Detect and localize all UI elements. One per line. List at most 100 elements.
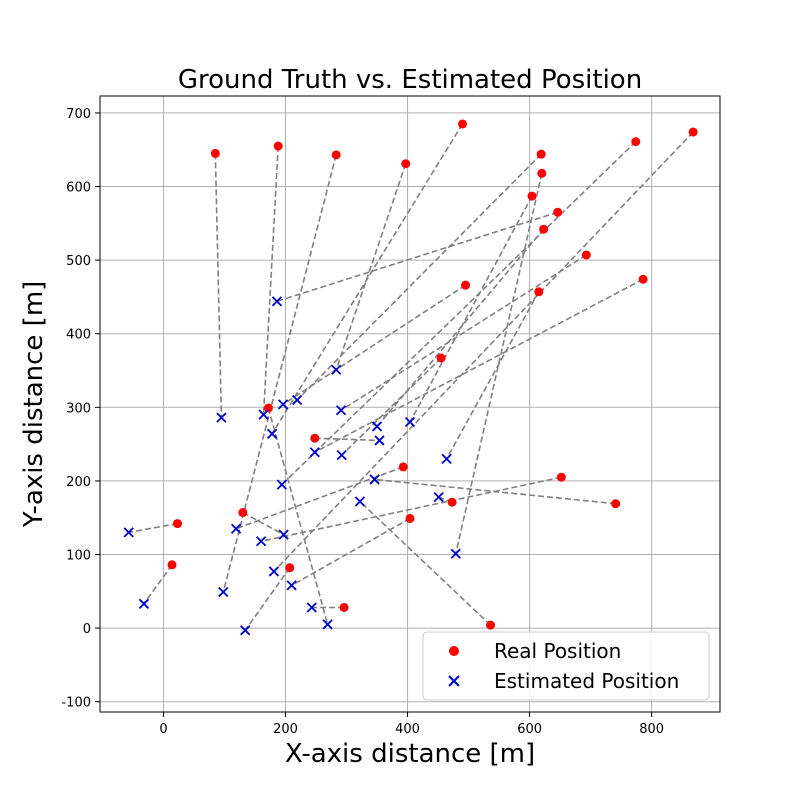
real-position-point — [638, 274, 648, 284]
chart-title: Ground Truth vs. Estimated Position — [178, 65, 642, 95]
estimated-position-point — [404, 416, 416, 428]
real-position-point — [167, 560, 177, 570]
real-position-point — [581, 250, 591, 260]
x-tick-label: 0 — [159, 722, 167, 737]
estimated-position-point — [336, 450, 347, 461]
estimated-position-point — [255, 536, 267, 547]
connection-line — [445, 291, 540, 460]
estimated-position-point — [218, 586, 229, 598]
connection-line — [281, 141, 637, 486]
real-position-point — [457, 119, 467, 129]
estimated-position-point — [277, 399, 289, 410]
x-tick-label: 800 — [639, 722, 664, 737]
y-axis-ticks: -100 0 100 200 300 400 500 600 700 — [61, 107, 100, 711]
y-tick-label: 300 — [66, 401, 91, 416]
x-axis-ticks: 0 200 400 600 800 — [159, 712, 664, 737]
connection-line — [260, 476, 562, 543]
x-tick-label: 600 — [517, 722, 542, 737]
connection-line — [244, 567, 291, 631]
legend-real-label: Real Position — [494, 639, 621, 663]
y-axis-label: Y-axis distance [m] — [19, 281, 49, 529]
connection-line — [454, 173, 543, 554]
real-position-point — [447, 497, 457, 507]
real-position-point — [527, 191, 537, 201]
estimated-position-points — [123, 296, 461, 636]
real-position-point — [486, 620, 496, 630]
y-tick-label: -100 — [61, 696, 91, 711]
estimated-position-point — [354, 496, 366, 507]
real-position-point — [556, 472, 566, 482]
real-position-point — [401, 159, 411, 169]
estimated-position-point — [309, 447, 320, 458]
estimated-position-point — [268, 566, 280, 577]
connection-line — [242, 511, 285, 536]
real-position-point — [405, 513, 415, 523]
real-position-point — [238, 508, 248, 518]
connection-line — [282, 284, 466, 406]
connection-line — [276, 211, 558, 303]
connection-line — [374, 478, 616, 505]
connection-line — [296, 153, 542, 401]
connection-line — [314, 278, 644, 453]
estimated-position-point — [369, 474, 380, 485]
estimated-position-point — [240, 625, 251, 636]
legend-estimated-marker — [448, 675, 460, 687]
x-tick-label: 200 — [273, 722, 298, 737]
real-position-point — [331, 150, 341, 160]
estimated-position-point — [258, 409, 269, 420]
estimated-position-point — [371, 421, 383, 432]
estimated-position-point — [450, 548, 461, 559]
legend-box — [422, 631, 710, 701]
real-position-point — [285, 563, 295, 573]
real-position-point — [536, 149, 546, 159]
estimated-position-point — [230, 523, 242, 534]
connection-line — [359, 500, 492, 626]
estimated-position-point — [278, 529, 289, 540]
x-axis-label: X-axis distance [m] — [285, 739, 535, 769]
estimated-position-point — [335, 405, 347, 416]
y-tick-label: 0 — [83, 622, 91, 637]
connection-line — [341, 357, 442, 456]
legend: Real Position Estimated Position — [422, 631, 710, 701]
x-tick-label: 400 — [395, 722, 420, 737]
connection-line — [409, 195, 533, 423]
real-position-point — [310, 433, 320, 443]
real-position-point — [210, 148, 220, 158]
real-position-point — [688, 127, 698, 137]
connection-line — [335, 163, 407, 371]
y-tick-label: 400 — [66, 328, 91, 343]
real-position-point — [263, 403, 273, 413]
connection-line — [376, 228, 545, 427]
real-position-point — [537, 168, 547, 178]
y-tick-label: 700 — [66, 107, 91, 122]
connection-line — [314, 437, 380, 442]
estimated-position-point — [374, 435, 385, 446]
estimated-position-point — [322, 619, 333, 630]
connection-line — [222, 154, 337, 593]
real-position-point — [273, 141, 283, 151]
connection-line — [273, 131, 694, 572]
real-position-point — [611, 499, 621, 509]
legend-real-marker — [449, 646, 459, 656]
estimated-position-point — [138, 598, 150, 609]
estimated-position-point — [286, 580, 297, 591]
connection-line — [271, 123, 464, 435]
connection-line — [340, 254, 587, 411]
real-position-point — [461, 280, 471, 290]
connection-lines — [128, 123, 694, 631]
real-position-point — [398, 462, 408, 472]
estimated-position-point — [291, 394, 303, 406]
estimated-position-point — [306, 602, 317, 613]
estimated-position-point — [216, 412, 227, 423]
connection-line — [128, 522, 178, 534]
real-position-point — [436, 353, 446, 363]
y-tick-label: 500 — [66, 254, 91, 269]
estimated-position-point — [331, 364, 342, 375]
estimated-position-point — [266, 428, 278, 439]
estimated-position-point — [276, 479, 287, 490]
estimated-position-point — [271, 296, 283, 307]
connection-line — [214, 153, 223, 418]
y-tick-label: 100 — [66, 549, 91, 564]
legend-estimated-label: Estimated Position — [494, 669, 679, 693]
